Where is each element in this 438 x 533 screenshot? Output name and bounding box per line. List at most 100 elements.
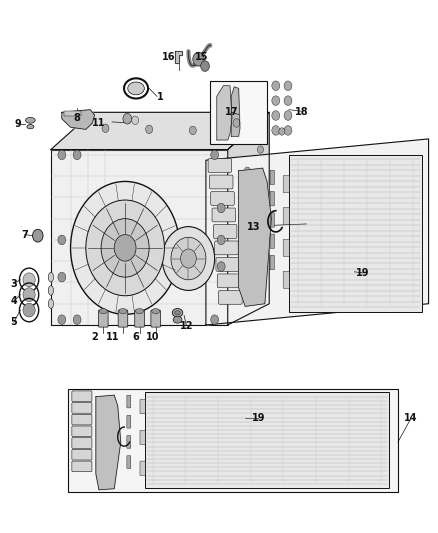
- Text: 16: 16: [162, 52, 176, 61]
- Circle shape: [233, 119, 240, 127]
- Ellipse shape: [136, 309, 144, 314]
- Ellipse shape: [48, 286, 53, 295]
- Circle shape: [73, 315, 81, 325]
- Bar: [64, 111, 81, 116]
- Circle shape: [272, 111, 280, 120]
- Circle shape: [132, 116, 139, 125]
- Circle shape: [162, 227, 215, 290]
- Circle shape: [71, 181, 180, 314]
- Circle shape: [101, 219, 149, 277]
- Circle shape: [272, 126, 280, 135]
- FancyBboxPatch shape: [270, 213, 275, 227]
- FancyBboxPatch shape: [270, 255, 275, 270]
- Circle shape: [58, 272, 66, 282]
- FancyBboxPatch shape: [72, 402, 92, 413]
- FancyBboxPatch shape: [215, 241, 238, 255]
- Text: 3: 3: [11, 279, 17, 288]
- Circle shape: [284, 81, 292, 91]
- Circle shape: [284, 126, 292, 135]
- Ellipse shape: [48, 299, 53, 309]
- FancyBboxPatch shape: [118, 310, 128, 327]
- FancyBboxPatch shape: [151, 310, 160, 327]
- Ellipse shape: [48, 272, 53, 282]
- FancyBboxPatch shape: [135, 310, 145, 327]
- Ellipse shape: [173, 316, 182, 323]
- Polygon shape: [217, 86, 232, 140]
- Text: 5: 5: [11, 317, 17, 327]
- Polygon shape: [239, 168, 272, 306]
- Ellipse shape: [119, 309, 127, 314]
- Circle shape: [114, 235, 136, 261]
- FancyBboxPatch shape: [72, 461, 92, 472]
- Circle shape: [258, 146, 264, 154]
- Circle shape: [211, 315, 219, 325]
- Circle shape: [244, 241, 251, 249]
- FancyBboxPatch shape: [283, 207, 289, 224]
- Circle shape: [86, 200, 164, 296]
- Polygon shape: [231, 87, 240, 136]
- Circle shape: [279, 128, 285, 135]
- Polygon shape: [62, 110, 95, 130]
- FancyBboxPatch shape: [72, 438, 92, 448]
- Text: 19: 19: [357, 269, 370, 278]
- FancyBboxPatch shape: [127, 435, 131, 448]
- Circle shape: [58, 150, 66, 160]
- FancyBboxPatch shape: [283, 239, 289, 256]
- Text: 11: 11: [106, 332, 119, 342]
- FancyBboxPatch shape: [72, 414, 92, 425]
- Polygon shape: [51, 112, 269, 150]
- Circle shape: [284, 111, 292, 120]
- Ellipse shape: [27, 125, 34, 129]
- Circle shape: [201, 61, 209, 71]
- Circle shape: [146, 125, 152, 134]
- Ellipse shape: [23, 288, 35, 302]
- FancyBboxPatch shape: [51, 150, 228, 325]
- FancyBboxPatch shape: [140, 399, 145, 414]
- FancyBboxPatch shape: [289, 155, 422, 312]
- Text: 12: 12: [180, 321, 193, 331]
- Text: 10: 10: [146, 332, 159, 342]
- FancyBboxPatch shape: [140, 461, 145, 475]
- Circle shape: [193, 52, 204, 66]
- Circle shape: [73, 150, 81, 160]
- Ellipse shape: [25, 117, 35, 123]
- Text: 18: 18: [295, 107, 309, 117]
- Ellipse shape: [128, 82, 145, 95]
- FancyBboxPatch shape: [99, 310, 108, 327]
- Circle shape: [244, 167, 251, 174]
- Circle shape: [32, 229, 43, 242]
- FancyBboxPatch shape: [270, 191, 275, 206]
- FancyBboxPatch shape: [140, 430, 145, 445]
- FancyBboxPatch shape: [219, 290, 242, 304]
- FancyBboxPatch shape: [283, 271, 289, 288]
- Circle shape: [284, 96, 292, 106]
- Circle shape: [171, 237, 206, 280]
- Ellipse shape: [23, 273, 35, 287]
- FancyBboxPatch shape: [270, 234, 275, 248]
- FancyBboxPatch shape: [68, 389, 398, 492]
- FancyBboxPatch shape: [283, 175, 289, 192]
- Text: 14: 14: [404, 413, 418, 423]
- FancyBboxPatch shape: [270, 170, 275, 184]
- Circle shape: [244, 279, 251, 286]
- Text: 6: 6: [133, 332, 139, 342]
- Text: 2: 2: [91, 332, 98, 342]
- Text: 15: 15: [195, 52, 208, 61]
- FancyBboxPatch shape: [217, 274, 241, 288]
- Polygon shape: [175, 51, 182, 63]
- Polygon shape: [228, 112, 269, 325]
- Circle shape: [217, 262, 225, 271]
- Text: 19: 19: [251, 413, 265, 423]
- Text: 4: 4: [11, 296, 17, 306]
- Text: 8: 8: [74, 112, 81, 123]
- Circle shape: [211, 150, 219, 160]
- Circle shape: [258, 289, 264, 297]
- Text: 17: 17: [225, 107, 238, 117]
- Text: 9: 9: [15, 119, 21, 129]
- FancyBboxPatch shape: [127, 395, 131, 408]
- FancyBboxPatch shape: [212, 208, 236, 222]
- Circle shape: [217, 235, 225, 245]
- Circle shape: [58, 235, 66, 245]
- FancyBboxPatch shape: [127, 415, 131, 428]
- Text: 13: 13: [247, 222, 261, 232]
